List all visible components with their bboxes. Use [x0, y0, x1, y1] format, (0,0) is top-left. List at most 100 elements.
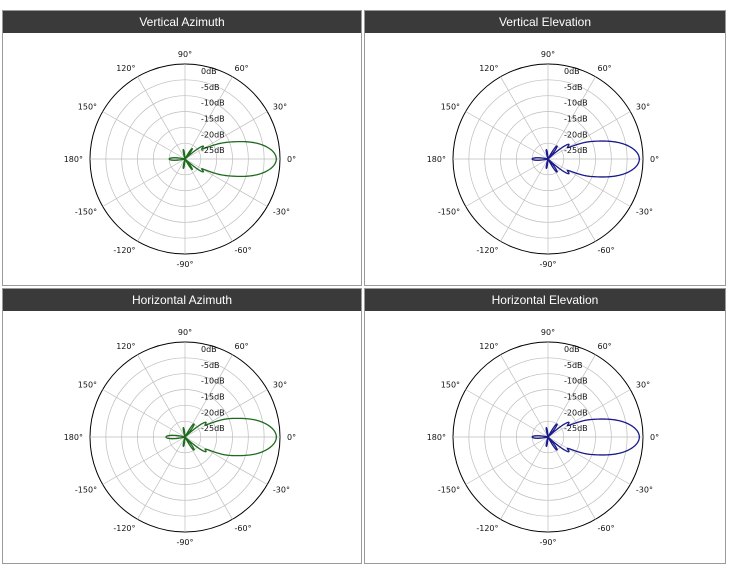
angle-tick-label: -120°	[113, 246, 135, 255]
grid-spoke	[184, 436, 233, 520]
angle-tick-label: -150°	[75, 486, 97, 495]
radial-tick-label: -10dB	[564, 377, 588, 386]
polar-chart: 90° 60° 30° 0° -30° -60° -90° -120° -150° 180° 150…	[64, 328, 296, 547]
angle-tick-label: 90°	[178, 50, 192, 59]
radial-tick-label: -15dB	[564, 115, 588, 124]
grid-spoke	[102, 111, 186, 160]
grid-spoke	[137, 436, 186, 520]
angle-tick-label: -120°	[113, 524, 135, 533]
angle-tick-label: -90°	[539, 260, 556, 269]
grid-spoke	[547, 354, 596, 438]
grid-spoke	[184, 158, 233, 242]
angle-tick-label: 120°	[479, 342, 498, 351]
chart-panel-vertical-azimuth: Vertical Azimuth 90° 60° 30° 0° -30° -60° -90°…	[2, 10, 362, 286]
polar-chart: 90° 60° 30° 0° -30° -60° -90° -120° -150° 180° 150…	[427, 328, 659, 547]
angle-tick-label: -30°	[273, 486, 290, 495]
angle-tick-label: 60°	[235, 64, 249, 73]
angle-tick-label: -60°	[235, 524, 252, 533]
angle-tick-label: 30°	[636, 381, 650, 390]
grid-spoke	[137, 158, 186, 242]
grid-spoke	[500, 354, 549, 438]
angle-tick-label: -150°	[75, 208, 97, 217]
angle-tick-label: 30°	[273, 381, 287, 390]
angle-tick-label: -120°	[476, 524, 498, 533]
angle-tick-label: 60°	[598, 64, 612, 73]
angle-tick-label: -150°	[438, 208, 460, 217]
radiation-pattern-trace	[531, 140, 640, 178]
angle-tick-label: -30°	[636, 486, 653, 495]
grid-spoke	[547, 158, 631, 207]
radial-tick-label: 0dB	[564, 345, 580, 354]
angle-tick-label: -90°	[539, 538, 556, 547]
angle-tick-label: -60°	[235, 246, 252, 255]
angle-tick-label: -90°	[176, 260, 193, 269]
angle-tick-label: -120°	[476, 246, 498, 255]
radiation-pattern-trace	[168, 140, 277, 178]
grid-spoke	[184, 158, 268, 207]
angle-tick-label: 60°	[235, 342, 249, 351]
polar-chart: 90° 60° 30° 0° -30° -60° -90° -120° -150° 180° 150…	[64, 50, 296, 269]
radial-tick-label: -5dB	[564, 361, 583, 370]
grid-spoke	[547, 76, 596, 160]
grid-spoke	[184, 389, 268, 438]
angle-tick-label: 0°	[287, 155, 296, 164]
grid-spoke	[184, 111, 268, 160]
radial-tick-label: -25dB	[201, 424, 225, 433]
radial-tick-label: -20dB	[201, 408, 225, 417]
radial-tick-label: 0dB	[201, 345, 217, 354]
radial-tick-label: -10dB	[201, 99, 225, 108]
radial-tick-label: -15dB	[201, 115, 225, 124]
grid-spoke	[102, 436, 186, 485]
radial-tick-label: -25dB	[564, 146, 588, 155]
angle-tick-label: -60°	[598, 524, 615, 533]
angle-tick-label: 150°	[78, 381, 97, 390]
angle-tick-label: 90°	[541, 328, 555, 337]
grid-spoke	[465, 158, 549, 207]
grid-spoke	[500, 158, 549, 242]
angle-tick-label: 150°	[441, 103, 460, 112]
grid-spoke	[465, 111, 549, 160]
angle-tick-label: 150°	[78, 103, 97, 112]
chart-panel-horizontal-elevation: Horizontal Elevation 90° 60° 30° 0° -30° -60°…	[364, 288, 726, 564]
angle-tick-label: 150°	[441, 381, 460, 390]
angle-tick-label: -30°	[273, 208, 290, 217]
radial-tick-label: -5dB	[201, 83, 220, 92]
angle-tick-label: 30°	[636, 103, 650, 112]
polar-chart: 90° 60° 30° 0° -30° -60° -90° -120° -150° 180° 150…	[427, 50, 659, 269]
angle-tick-label: 120°	[479, 64, 498, 73]
radial-tick-label: -20dB	[201, 130, 225, 139]
angle-tick-label: 30°	[273, 103, 287, 112]
radial-tick-label: -20dB	[564, 130, 588, 139]
chart-title: Horizontal Azimuth	[3, 289, 361, 311]
grid-spoke	[184, 436, 268, 485]
radial-tick-label: -10dB	[201, 377, 225, 386]
radial-tick-label: 0dB	[564, 67, 580, 76]
angle-tick-label: -60°	[598, 246, 615, 255]
radial-tick-label: -15dB	[564, 393, 588, 402]
grid-spoke	[547, 436, 631, 485]
radial-tick-label: -25dB	[201, 146, 225, 155]
radial-tick-label: -5dB	[201, 361, 220, 370]
radial-tick-label: -25dB	[564, 424, 588, 433]
grid-spoke	[500, 76, 549, 160]
chart-panel-horizontal-azimuth: Horizontal Azimuth 90° 60° 30° 0° -30° -60° -9…	[2, 288, 362, 564]
angle-tick-label: 120°	[116, 342, 135, 351]
grid-spoke	[547, 389, 631, 438]
chart-title: Vertical Azimuth	[3, 11, 361, 33]
grid-spoke	[184, 354, 233, 438]
grid-spoke	[547, 158, 596, 242]
chart-panel-vertical-elevation: Vertical Elevation 90° 60° 30° 0° -30° -60° -9…	[364, 10, 726, 286]
grid-spoke	[102, 389, 186, 438]
angle-tick-label: -90°	[176, 538, 193, 547]
grid-spoke	[500, 436, 549, 520]
radial-tick-label: -5dB	[564, 83, 583, 92]
angle-tick-label: 90°	[178, 328, 192, 337]
radial-tick-label: -15dB	[201, 393, 225, 402]
grid-spoke	[465, 436, 549, 485]
grid-spoke	[547, 111, 631, 160]
radial-tick-label: -20dB	[564, 408, 588, 417]
angle-tick-label: 0°	[650, 155, 659, 164]
grid-spoke	[465, 389, 549, 438]
angle-tick-label: 120°	[116, 64, 135, 73]
angle-tick-label: 90°	[541, 50, 555, 59]
